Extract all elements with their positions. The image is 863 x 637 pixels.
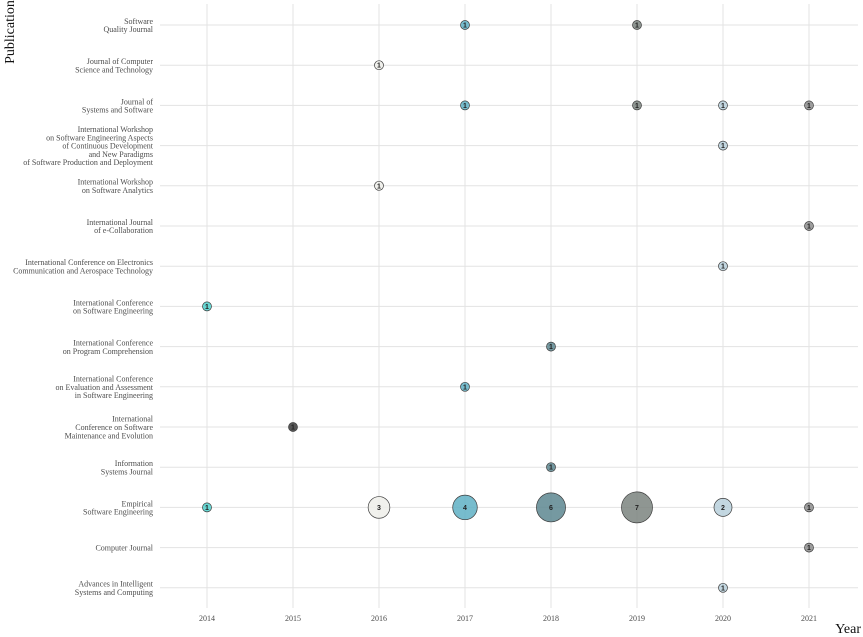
- x-tick-label: 2016: [371, 614, 387, 623]
- y-tick-label: International Workshop on Software Engine…: [23, 125, 154, 167]
- y-tick-label: International Workshop on Software Analyt…: [78, 178, 153, 195]
- bubble-count-label: 1: [721, 103, 725, 110]
- bubble-point: [536, 492, 566, 523]
- bubble-point: [374, 60, 384, 71]
- bubble-point: [804, 502, 814, 513]
- bubble-count-label: 1: [463, 103, 467, 110]
- bubble-count-label: 1: [721, 143, 725, 150]
- bubble-point: [713, 498, 733, 517]
- y-tick-label: International Conference on Evaluation an…: [55, 375, 153, 401]
- y-tick-label: International Conference on Electronics C…: [13, 258, 153, 275]
- bubble-count-label: 1: [635, 23, 639, 30]
- bubble-point: [718, 100, 728, 111]
- x-tick-label: 2021: [801, 614, 817, 623]
- y-tick-label: Journal of Systems and Software: [82, 97, 154, 114]
- bubble-marks: 1 1 1 1 1 1 1 1 1 1 1 1 1 1 1 1 1 3 4 6 7 2 1 1 1: [202, 20, 814, 593]
- bubble-count-label: 1: [377, 183, 381, 190]
- bubble-point: [621, 491, 653, 524]
- bubble-point: [804, 100, 814, 111]
- bubble-point: [804, 221, 814, 231]
- bubble-point: [288, 422, 298, 432]
- y-tick-label: International Conference on Software Maint…: [65, 415, 154, 441]
- bubble-point: [202, 301, 212, 312]
- y-tick-label: Computer Journal: [95, 544, 153, 553]
- bubble-count-label: 1: [807, 505, 811, 512]
- y-tick-label: Empirical Software Engineering: [83, 499, 154, 516]
- x-tick-label: 2015: [285, 614, 301, 623]
- bubble-point: [632, 100, 642, 111]
- bubble-count-label: 1: [463, 23, 467, 30]
- bubble-point: [202, 502, 212, 513]
- bubble-count-label: 1: [549, 344, 553, 351]
- bubble-point: [546, 462, 556, 473]
- y-tick-label: Journal of Computer Science and Technolog…: [75, 57, 153, 74]
- bubble-point: [460, 100, 470, 111]
- bubble-count-label: 1: [463, 384, 467, 391]
- bubble-point: [460, 20, 470, 30]
- bubble-count-label: 1: [721, 585, 725, 592]
- bubble-point: [374, 180, 384, 191]
- bubble-count-label: 1: [807, 545, 811, 552]
- y-axis-title: Publication: [3, 0, 18, 64]
- bubble-point: [632, 20, 642, 30]
- bubble-point: [452, 494, 478, 521]
- x-tick-label: 2014: [199, 614, 215, 623]
- bubble-point: [367, 496, 391, 519]
- x-tick-label: 2020: [715, 614, 731, 623]
- bubble-point: [718, 140, 728, 151]
- bubble-count-label: 1: [807, 224, 811, 231]
- bubble-point: [460, 381, 470, 392]
- bubble-point: [718, 582, 728, 593]
- grid-lines: [160, 4, 858, 608]
- bubble-count-label: 1: [549, 465, 553, 472]
- y-tick-label: International Journal of e-Collaboration: [87, 218, 154, 235]
- x-tick-label: 2018: [543, 614, 559, 623]
- bubble-count-label: 1: [205, 505, 209, 512]
- y-tick-label: Information Systems Journal: [101, 459, 154, 476]
- bubble-point: [718, 261, 728, 272]
- bubble-count-label: 1: [635, 103, 639, 110]
- bubble-point: [546, 341, 556, 352]
- bubble-count-label: 1: [807, 103, 811, 110]
- y-tick-label: International Conference on Program Compr…: [63, 338, 154, 355]
- bubble-count-label: 1: [721, 264, 725, 271]
- y-tick-labels: Software Quality Journal Journal of Comput…: [13, 17, 154, 597]
- y-tick-label: Advances in Intelligent Systems and Compu…: [75, 580, 154, 597]
- bubble-count-label: 1: [377, 63, 381, 70]
- bubble-count-label: 3: [377, 505, 381, 512]
- bubble-count-label: 7: [635, 505, 639, 512]
- bubble-count-label: 1: [291, 425, 295, 432]
- bubble-count-label: 6: [549, 505, 553, 512]
- x-tick-label: 2017: [457, 614, 473, 623]
- y-tick-label: Software Quality Journal: [103, 17, 153, 34]
- x-tick-labels: 2014 2015 2016 2017 2018 2019 2020 2021: [199, 614, 817, 623]
- x-tick-label: 2019: [629, 614, 645, 623]
- bubble-count-label: 2: [721, 505, 725, 512]
- bubble-count-label: 4: [463, 505, 467, 512]
- x-axis-title: Year: [835, 622, 861, 637]
- y-tick-label: International Conference on Software Engi…: [73, 298, 153, 315]
- bubble-count-label: 1: [205, 304, 209, 311]
- bubble-point: [804, 542, 814, 553]
